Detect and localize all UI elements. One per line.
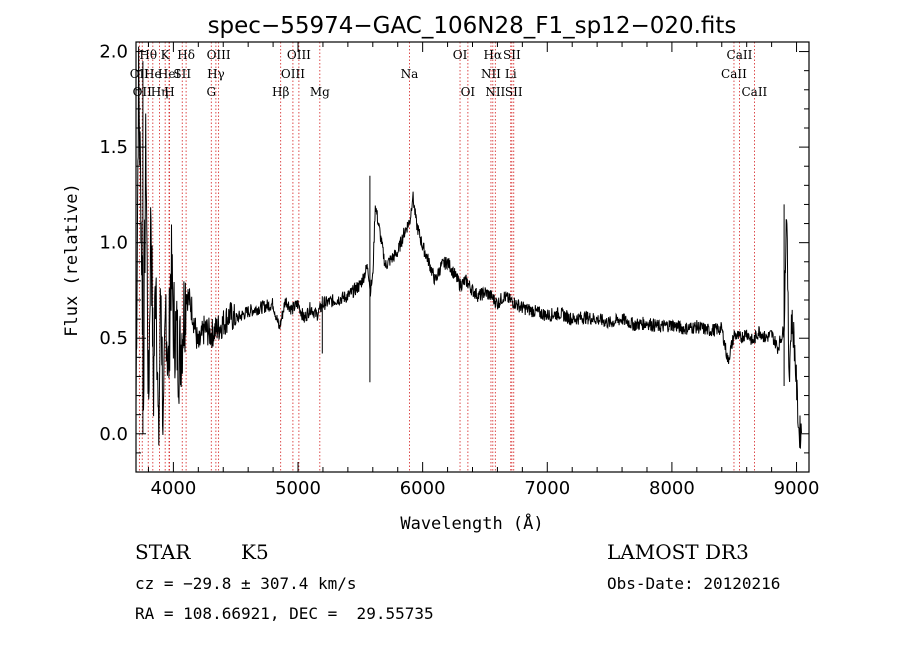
spectral-line-markers — [138, 42, 755, 472]
line-label-15: OIII — [287, 48, 311, 62]
x-tick-label: 7000 — [524, 478, 570, 499]
y-axis-label: Flux (relative) — [62, 183, 82, 337]
line-label-4: Hη — [151, 85, 169, 99]
line-label-24: SII — [503, 48, 521, 62]
y-axis-ticks: 0.0 0.5 1.0 1.5 2.0 — [99, 42, 809, 454]
chart-title: spec−55974−GAC_106N28_F1_sp12−020.fits — [208, 13, 737, 39]
line-label-14: OIII — [281, 67, 305, 81]
line-label-23: Li — [505, 67, 517, 81]
line-label-9: Hδ — [177, 48, 195, 62]
line-label-20: NII — [481, 67, 501, 81]
x-tick-label: 5000 — [275, 478, 321, 499]
line-label-6: HeI — [158, 67, 181, 81]
y-tick-label: 0.0 — [99, 424, 128, 445]
plot-frame — [135, 41, 810, 473]
line-label-12: OIII — [207, 48, 231, 62]
line-label-19: OI — [461, 85, 476, 99]
line-label-7: H — [164, 85, 174, 99]
object-class: STAR — [135, 540, 191, 564]
line-label-8: SII — [173, 67, 191, 81]
spectrum-line — [135, 46, 802, 449]
line-label-25: SII — [505, 85, 523, 99]
line-label-0: OII — [130, 67, 150, 81]
y-tick-label: 0.5 — [99, 328, 128, 349]
spectral-line-labels: OII OII Hθ He Hη K HeI H SII Hδ G Hγ OIII Hβ OIII OIII M… — [130, 48, 768, 99]
line-label-26: CaII — [721, 67, 747, 81]
y-tick-label: 1.5 — [99, 137, 128, 158]
x-axis-label: Wavelength (Å) — [400, 512, 543, 534]
x-tick-label: 6000 — [400, 478, 446, 499]
x-tick-label: 8000 — [649, 478, 695, 499]
obs-date: Obs-Date: 20120216 — [607, 574, 781, 593]
line-label-22: NII — [485, 85, 505, 99]
line-label-5: K — [161, 48, 171, 62]
y-tick-label: 2.0 — [99, 42, 128, 63]
line-label-13: Hβ — [272, 85, 289, 99]
y-tick-label: 1.0 — [99, 233, 128, 254]
survey-name: LAMOST DR3 — [607, 540, 749, 564]
object-subclass: K5 — [241, 540, 269, 564]
line-label-11: Hγ — [207, 67, 225, 81]
line-label-27: CaII — [727, 48, 753, 62]
line-label-21: Hα — [484, 48, 503, 62]
line-label-17: Na — [401, 67, 419, 81]
x-axis-ticks: 4000 5000 6000 7000 8000 9000 — [147, 42, 820, 499]
line-label-18: OI — [453, 48, 468, 62]
line-label-10: G — [206, 85, 216, 99]
line-label-28: CaII — [741, 85, 767, 99]
redshift-text: cz = −29.8 ± 307.4 km/s — [135, 574, 357, 593]
line-label-2: Hθ — [139, 48, 157, 62]
line-label-16: Mg — [310, 85, 330, 99]
line-label-3: He — [144, 67, 162, 81]
line-label-1: OII — [133, 85, 153, 99]
x-tick-label: 9000 — [774, 478, 820, 499]
coordinates-text: RA = 108.66921, DEC = 29.55735 — [135, 604, 434, 623]
x-tick-label: 4000 — [150, 478, 196, 499]
